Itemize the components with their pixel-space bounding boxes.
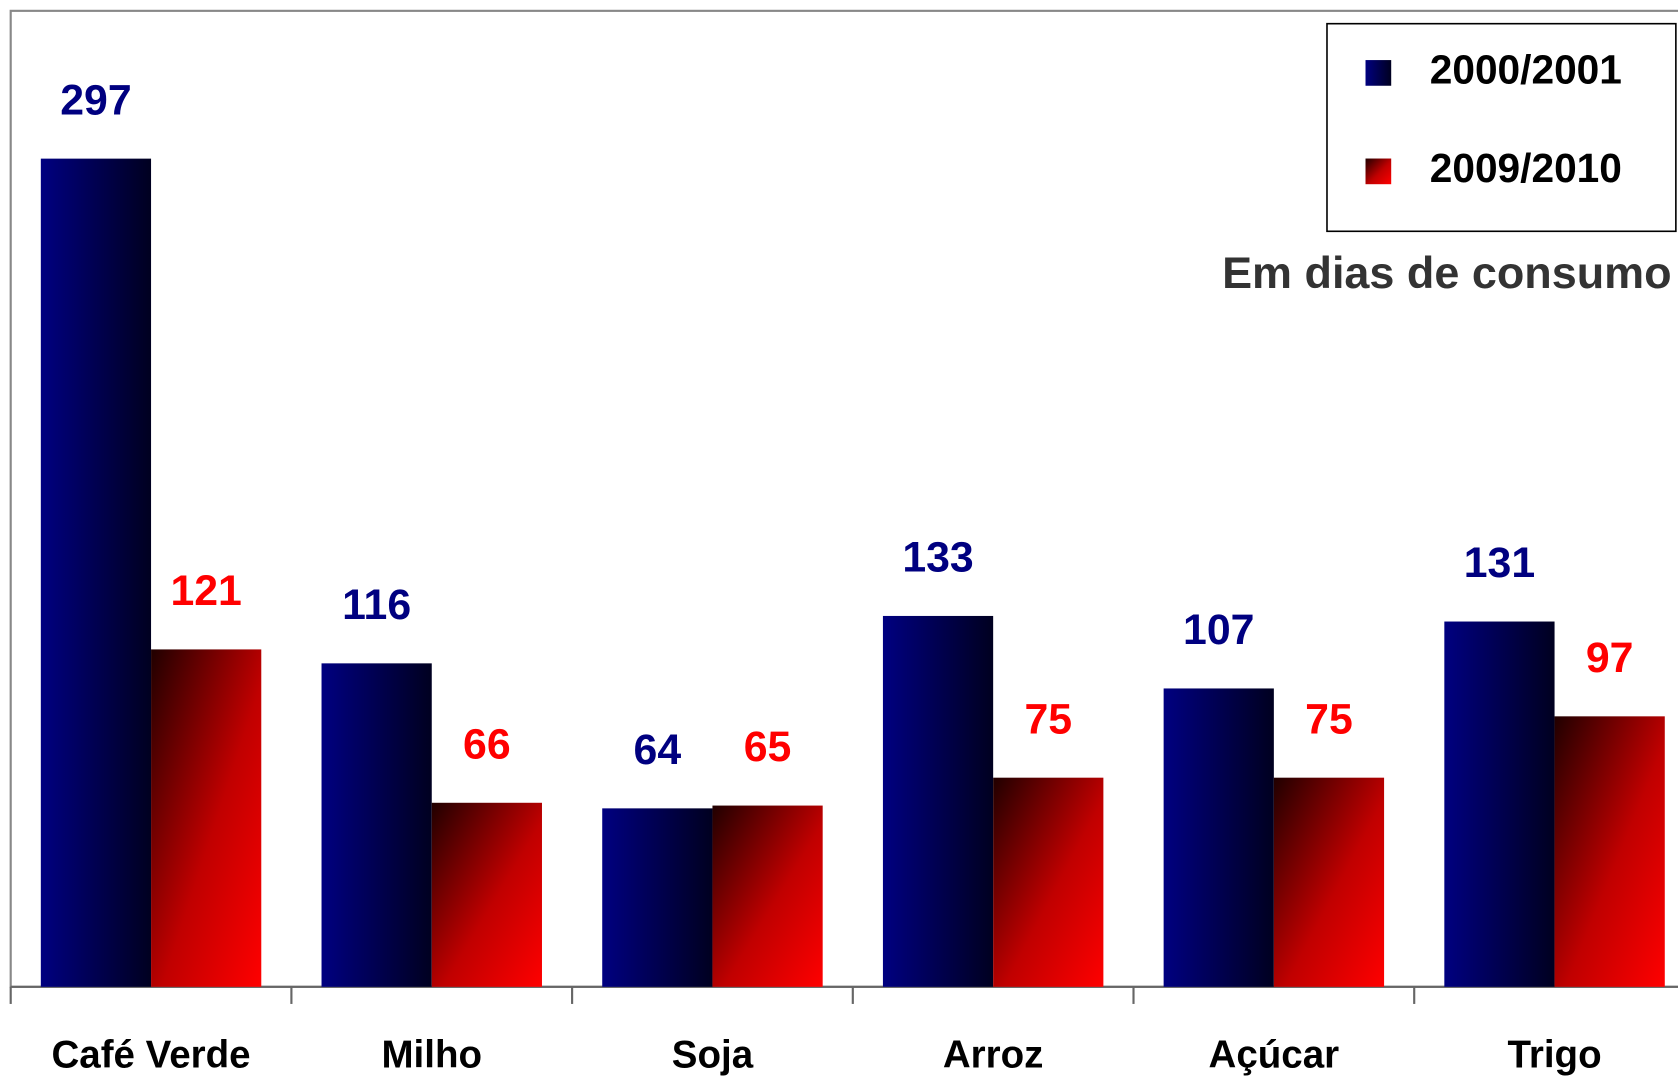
legend-swatch <box>1365 158 1392 185</box>
data-label: 64 <box>634 726 682 774</box>
bar <box>40 158 152 987</box>
bar <box>1163 688 1274 987</box>
bar <box>993 777 1104 987</box>
data-label: 97 <box>1586 634 1634 682</box>
data-label: 75 <box>1024 695 1072 743</box>
bar <box>712 805 823 987</box>
data-label: 133 <box>902 534 973 582</box>
x-tick-label: Açúcar <box>1209 1034 1340 1077</box>
bar <box>151 649 262 987</box>
bar <box>1273 777 1385 987</box>
bar <box>1444 621 1555 987</box>
x-tick-label: Café Verde <box>51 1034 250 1077</box>
bar <box>1554 716 1665 987</box>
data-label: 116 <box>342 581 411 629</box>
annotation: Em dias de consumo <box>1222 247 1672 298</box>
x-tick-label: Trigo <box>1507 1034 1601 1077</box>
x-tick-label: Milho <box>381 1034 482 1077</box>
data-label: 66 <box>463 720 511 768</box>
data-label: 121 <box>170 567 241 615</box>
bar <box>602 808 713 987</box>
legend-box <box>1326 22 1677 233</box>
data-label: 131 <box>1464 539 1535 587</box>
x-tick-label: Arroz <box>943 1034 1044 1077</box>
bar <box>882 615 994 987</box>
legend-swatch <box>1365 60 1392 86</box>
data-label: 297 <box>60 76 131 124</box>
data-label: 65 <box>744 723 792 771</box>
data-label: 75 <box>1305 695 1353 743</box>
bar <box>321 663 432 987</box>
bar <box>431 802 542 987</box>
data-label: 107 <box>1183 606 1254 654</box>
legend-label: 2009/2010 <box>1430 145 1622 191</box>
legend-label: 2000/2001 <box>1430 47 1622 93</box>
x-tick-label: Soja <box>672 1034 754 1077</box>
